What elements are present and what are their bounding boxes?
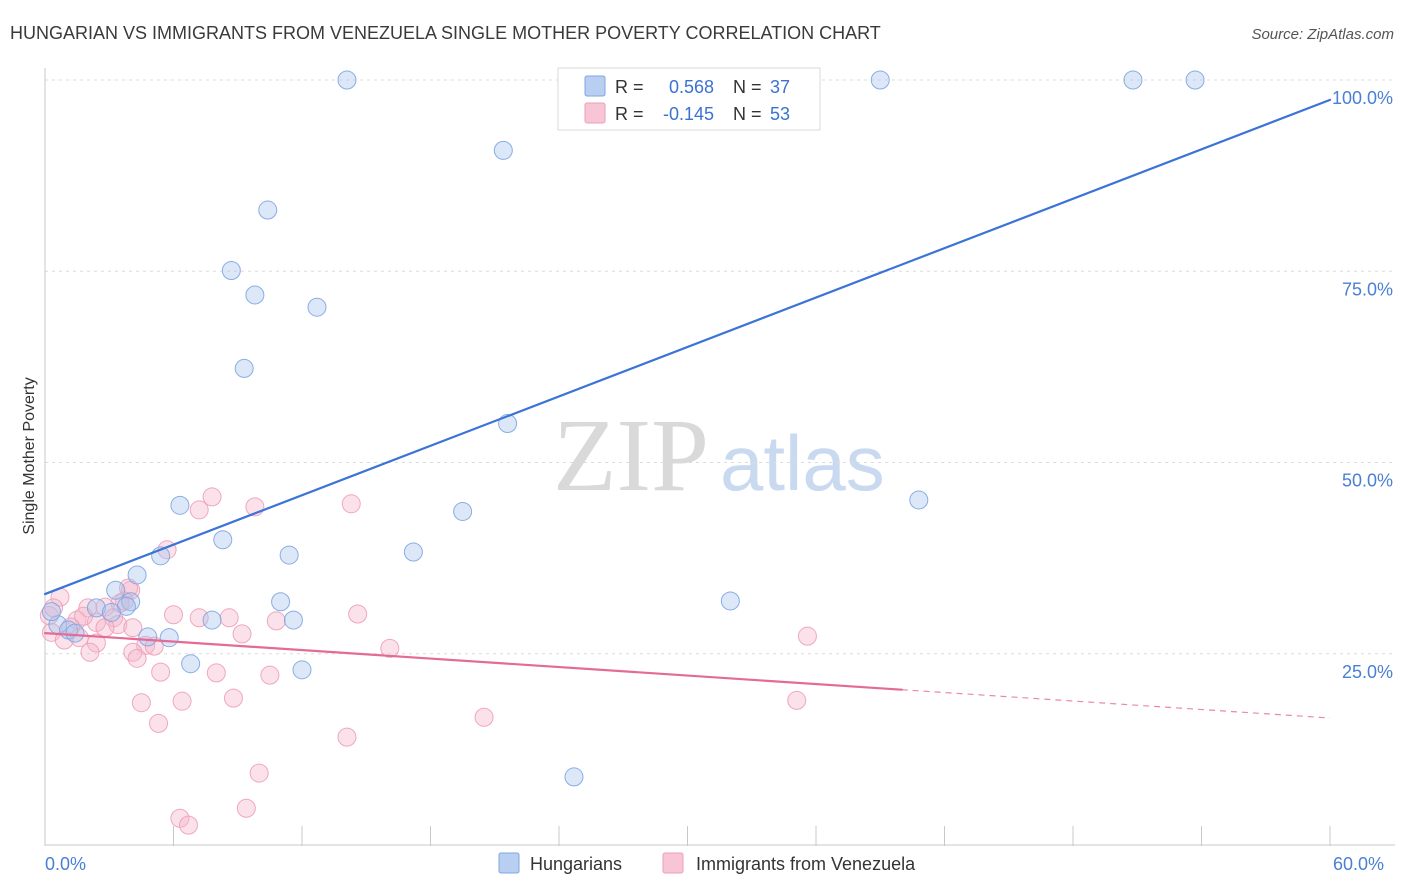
y-tick-label: 75.0% — [1342, 279, 1393, 299]
hungarians-point — [181, 654, 201, 674]
venezuela-point — [223, 688, 243, 708]
venezuela-point — [249, 763, 269, 783]
hungarians-point — [202, 610, 222, 630]
venezuela-point — [149, 713, 169, 733]
venezuela-point — [108, 615, 128, 635]
venezuela-point — [178, 815, 198, 835]
hungarians-point — [307, 297, 327, 317]
hungarians-point — [127, 565, 147, 585]
venezuela-n-label: N = — [733, 104, 762, 124]
hungarians-point — [213, 530, 233, 550]
hungarians-point — [234, 358, 254, 378]
stats-legend: R = 0.568 N = 37 R = -0.145 N = 53 — [557, 67, 821, 131]
chart-title: HUNGARIAN VS IMMIGRANTS FROM VENEZUELA S… — [10, 23, 881, 43]
venezuela-point — [202, 487, 222, 507]
hungarians-points — [41, 70, 1205, 787]
watermark-zip: ZIP — [553, 398, 709, 513]
hungarians-point — [65, 623, 85, 643]
venezuela-point — [131, 693, 151, 713]
venezuela-point — [232, 624, 252, 644]
series-legend: Hungarians Immigrants from Venezuela — [498, 852, 916, 874]
hungarians-point — [170, 495, 190, 515]
hungarians-point — [870, 70, 890, 90]
venezuela-point — [474, 707, 494, 727]
x-tick-labels: 0.0% 60.0% — [45, 854, 1384, 874]
watermark: ZIP atlas — [553, 398, 885, 513]
venezuela-point — [236, 798, 256, 818]
source-credit: Source: ZipAtlas.com — [1251, 26, 1394, 43]
y-tick-labels: 25.0% 50.0% 75.0% 100.0% — [1332, 88, 1393, 682]
venezuela-point — [86, 633, 106, 653]
y-axis-label: Single Mother Poverty — [21, 377, 38, 534]
venezuela-point — [164, 605, 183, 625]
hungarians-point — [564, 767, 584, 787]
venezuela-point — [787, 690, 807, 710]
venezuela-series-swatch — [662, 852, 684, 874]
venezuela-point — [260, 665, 280, 685]
venezuela-legend-swatch — [584, 102, 606, 124]
venezuela-r-value: -0.145 — [663, 104, 714, 124]
venezuela-point — [206, 663, 226, 683]
hungarians-point — [106, 580, 126, 600]
venezuela-series-label: Immigrants from Venezuela — [696, 854, 916, 874]
hungarians-point — [101, 602, 121, 622]
hungarians-n-value: 37 — [770, 77, 790, 97]
hungarians-point — [271, 592, 291, 612]
hungarians-series-label: Hungarians — [530, 854, 622, 874]
hungarians-point — [86, 598, 106, 618]
y-tick-label: 50.0% — [1342, 471, 1393, 491]
hungarians-point — [909, 490, 929, 510]
x-ticks — [44, 826, 1331, 846]
venezuela-point — [337, 727, 357, 747]
hungarians-point — [159, 628, 179, 648]
hungarians-point — [258, 200, 278, 220]
venezuela-points — [39, 487, 817, 835]
hungarians-point — [221, 260, 241, 280]
venezuela-point — [123, 618, 143, 638]
venezuela-point — [341, 494, 361, 514]
venezuela-point — [172, 691, 192, 711]
trend-lines — [43, 98, 1332, 719]
hungarians-point — [337, 70, 357, 90]
hungarians-point — [283, 610, 303, 630]
hungarians-r-value: 0.568 — [669, 77, 714, 97]
hungarians-legend-swatch — [584, 75, 606, 97]
venezuela-point — [151, 662, 171, 682]
hungarians-point — [292, 660, 312, 680]
hungarians-point — [720, 591, 740, 611]
hungarians-series-swatch — [498, 852, 520, 874]
venezuela-point — [189, 500, 209, 520]
hungarians-point — [245, 285, 265, 305]
venezuela-point — [80, 642, 100, 662]
hungarians-point — [138, 627, 158, 647]
venezuela-trend-line — [43, 631, 903, 691]
venezuela-point — [266, 611, 286, 631]
hungarians-point — [403, 542, 423, 562]
hungarians-point — [279, 545, 299, 565]
x-tick-label: 60.0% — [1333, 854, 1384, 874]
hungarians-r-label: R = — [615, 77, 644, 97]
venezuela-trend-line-extension — [901, 689, 1331, 719]
venezuela-r-label: R = — [615, 104, 644, 124]
venezuela-point — [797, 626, 817, 646]
venezuela-n-value: 53 — [770, 104, 790, 124]
venezuela-point — [127, 648, 147, 668]
y-tick-label: 100.0% — [1332, 88, 1393, 108]
y-tick-label: 25.0% — [1342, 662, 1393, 682]
venezuela-point — [219, 608, 239, 628]
hungarians-trend-line — [43, 98, 1332, 596]
hungarians-point — [41, 602, 61, 622]
hungarians-point — [453, 501, 473, 521]
x-tick-label: 0.0% — [45, 854, 86, 874]
hungarians-point — [1185, 70, 1205, 90]
hungarians-point — [1123, 70, 1143, 90]
hungarians-n-label: N = — [733, 77, 762, 97]
venezuela-point — [348, 604, 368, 624]
venezuela-point — [380, 638, 400, 658]
hungarians-point — [493, 140, 513, 160]
